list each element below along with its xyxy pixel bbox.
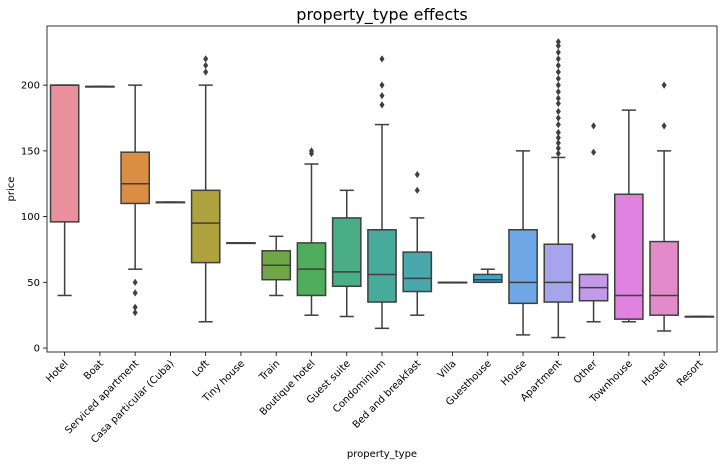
box-house xyxy=(508,229,538,305)
outlier-point xyxy=(555,74,561,83)
outlier-point xyxy=(203,61,209,70)
box-apartment xyxy=(543,243,574,303)
outlier-point xyxy=(661,81,667,89)
outlier-point xyxy=(555,120,561,129)
y-axis-label: price xyxy=(6,177,17,202)
box-hotel xyxy=(49,84,80,223)
outlier-point xyxy=(591,232,597,240)
outlier-point xyxy=(555,94,561,102)
outlier-point xyxy=(414,170,420,179)
x-tick-label: Hostel xyxy=(640,358,670,388)
x-tick-label: Boat xyxy=(82,358,106,382)
outlier-point xyxy=(379,81,385,89)
x-tick-label: Other xyxy=(572,358,600,386)
x-tick-label: Resort xyxy=(675,358,705,388)
outlier-point xyxy=(555,114,561,122)
outlier-point xyxy=(132,289,138,297)
outlier-point xyxy=(308,147,314,155)
outlier-point xyxy=(414,186,420,194)
outlier-point xyxy=(203,55,209,63)
x-tick-label: Villa xyxy=(436,358,459,381)
outlier-point xyxy=(379,55,385,63)
outlier-point xyxy=(555,55,561,63)
box-hostel xyxy=(649,240,679,316)
outlier-point xyxy=(132,308,138,317)
outlier-point xyxy=(555,68,561,76)
outlier-point xyxy=(132,278,138,286)
outlier-point xyxy=(661,122,667,130)
y-tick-label: 50 xyxy=(27,278,40,289)
outlier-point xyxy=(379,92,385,100)
outlier-point xyxy=(555,139,561,147)
outlier-point xyxy=(555,81,561,89)
outlier-point xyxy=(555,99,561,108)
outlier-point xyxy=(555,128,561,137)
x-tick-label: Loft xyxy=(191,358,212,379)
x-tick-label: Bed and breakfast xyxy=(351,358,424,431)
outlier-point xyxy=(555,42,561,50)
y-tick-label: 0 xyxy=(34,344,40,355)
outlier-point xyxy=(132,303,138,311)
outlier-point xyxy=(555,48,561,56)
box-bed-and-breakfast xyxy=(402,251,433,293)
x-tick-label: Hotel xyxy=(44,358,71,385)
x-tick-label: House xyxy=(499,358,529,388)
y-tick-label: 150 xyxy=(21,146,40,157)
box-condominium xyxy=(367,229,397,303)
outlier-point xyxy=(555,107,561,116)
outlier-point xyxy=(591,148,597,156)
outlier-point xyxy=(555,38,561,46)
box-guest-suite xyxy=(331,217,362,288)
outlier-point xyxy=(555,88,561,96)
box-guesthouse xyxy=(472,273,503,284)
chart-title: property_type effects xyxy=(296,5,467,25)
outlier-point xyxy=(555,134,561,142)
y-tick-label: 200 xyxy=(21,81,40,92)
box-loft xyxy=(190,189,221,264)
y-tick-label: 100 xyxy=(21,212,40,223)
box-serviced-apartment xyxy=(120,151,151,205)
box-townhouse xyxy=(613,193,644,320)
outlier-point xyxy=(591,122,597,130)
outlier-point xyxy=(203,68,209,76)
x-tick-label: Train xyxy=(257,358,282,383)
outlier-point xyxy=(379,101,385,109)
outlier-point xyxy=(555,149,561,158)
outlier-point xyxy=(555,61,561,70)
outlier-point xyxy=(555,144,561,152)
x-axis-label: property_type xyxy=(347,449,417,460)
